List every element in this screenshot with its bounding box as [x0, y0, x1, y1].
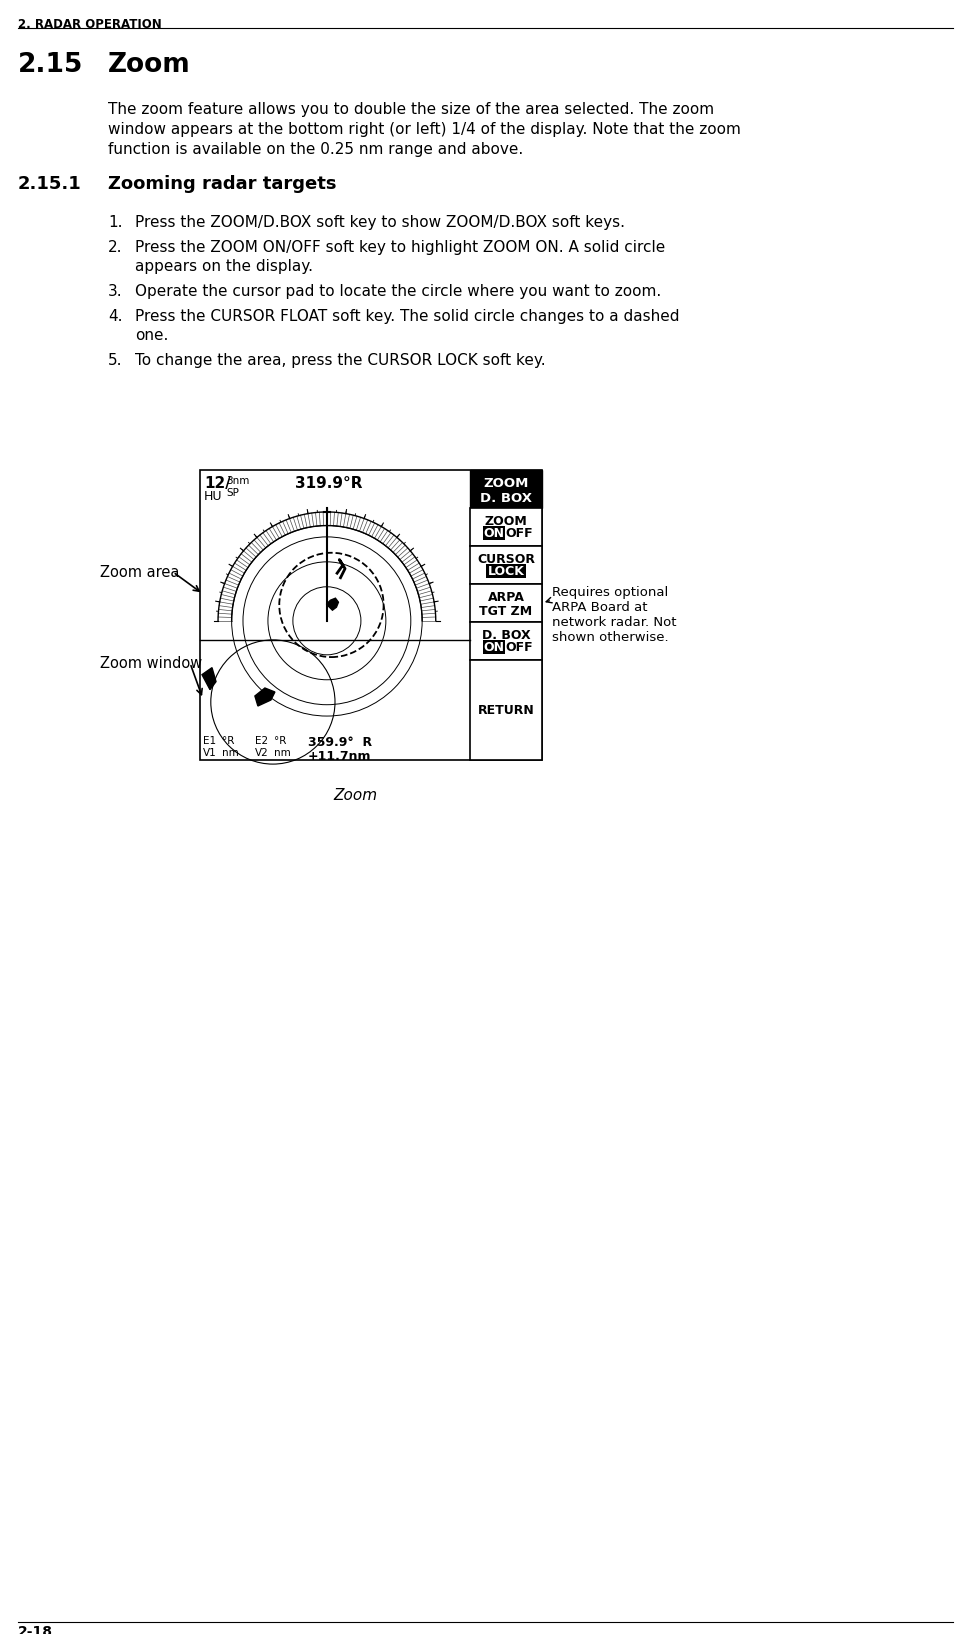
Text: E1: E1 [203, 735, 217, 747]
Text: Press the CURSOR FLOAT soft key. The solid circle changes to a dashed: Press the CURSOR FLOAT soft key. The sol… [135, 309, 680, 324]
Polygon shape [202, 668, 216, 690]
Text: SP: SP [226, 489, 239, 498]
Bar [470, 660, 542, 760]
Text: Press the ZOOM/D.BOX soft key to show ZOOM/D.BOX soft keys.: Press the ZOOM/D.BOX soft key to show ZO… [135, 216, 625, 230]
Text: E2: E2 [255, 735, 268, 747]
Text: The zoom feature allows you to double the size of the area selected. The zoom: The zoom feature allows you to double th… [108, 101, 714, 118]
Text: D. BOX: D. BOX [482, 629, 530, 642]
Text: HU: HU [204, 490, 222, 503]
Polygon shape [255, 688, 275, 706]
Text: To change the area, press the CURSOR LOCK soft key.: To change the area, press the CURSOR LOC… [135, 353, 546, 368]
Text: Zoom: Zoom [108, 52, 190, 78]
Text: one.: one. [135, 328, 168, 343]
Text: 2.15.1: 2.15.1 [18, 175, 82, 193]
Text: 2-18: 2-18 [18, 1624, 53, 1634]
Text: 5.: 5. [108, 353, 122, 368]
Text: Zoom: Zoom [333, 788, 377, 802]
Text: 3.: 3. [108, 284, 122, 299]
Text: 12/: 12/ [204, 475, 231, 490]
Bar [483, 641, 505, 654]
Text: 2.15: 2.15 [18, 52, 84, 78]
Text: ZOOM: ZOOM [484, 477, 528, 490]
Bar [470, 508, 542, 546]
Text: +11.7nm: +11.7nm [308, 750, 372, 763]
Text: ZOOM: ZOOM [485, 515, 527, 528]
Text: TGT ZM: TGT ZM [480, 605, 532, 618]
Text: LOCK: LOCK [487, 564, 524, 577]
Text: RETURN: RETURN [478, 704, 534, 716]
Text: °R: °R [222, 735, 234, 747]
Polygon shape [326, 598, 339, 609]
Text: D. BOX: D. BOX [480, 492, 532, 505]
Text: Operate the cursor pad to locate the circle where you want to zoom.: Operate the cursor pad to locate the cir… [135, 284, 661, 299]
Bar [200, 471, 542, 760]
Text: 4.: 4. [108, 309, 122, 324]
Text: 3nm: 3nm [226, 475, 250, 485]
Text: ON: ON [484, 641, 505, 654]
Text: OFF: OFF [505, 641, 533, 654]
Text: nm: nm [222, 748, 239, 758]
Text: V1: V1 [203, 748, 217, 758]
Text: window appears at the bottom right (or left) 1/4 of the display. Note that the z: window appears at the bottom right (or l… [108, 123, 741, 137]
Text: ON: ON [484, 526, 505, 539]
Text: ARPA: ARPA [487, 590, 524, 603]
Text: 2. RADAR OPERATION: 2. RADAR OPERATION [18, 18, 162, 31]
Bar [470, 583, 542, 623]
Text: °R: °R [274, 735, 286, 747]
Bar [483, 526, 505, 539]
Bar [470, 471, 542, 508]
Text: function is available on the 0.25 nm range and above.: function is available on the 0.25 nm ran… [108, 142, 523, 157]
Text: 319.9°R: 319.9°R [295, 475, 362, 490]
Bar [470, 623, 542, 660]
Text: nm: nm [274, 748, 290, 758]
Text: V2: V2 [255, 748, 269, 758]
Text: Press the ZOOM ON/OFF soft key to highlight ZOOM ON. A solid circle: Press the ZOOM ON/OFF soft key to highli… [135, 240, 665, 255]
Text: Requires optional
ARPA Board at
network radar. Not
shown otherwise.: Requires optional ARPA Board at network … [552, 587, 677, 644]
Bar [486, 564, 526, 578]
Text: CURSOR: CURSOR [477, 552, 535, 565]
Text: Zooming radar targets: Zooming radar targets [108, 175, 337, 193]
Text: OFF: OFF [505, 526, 533, 539]
Text: Zoom area: Zoom area [100, 565, 180, 580]
Text: 2.: 2. [108, 240, 122, 255]
Text: 1.: 1. [108, 216, 122, 230]
Text: Zoom window: Zoom window [100, 655, 202, 672]
Text: 359.9°  R: 359.9° R [308, 735, 372, 748]
Text: appears on the display.: appears on the display. [135, 260, 313, 275]
Bar [470, 546, 542, 583]
